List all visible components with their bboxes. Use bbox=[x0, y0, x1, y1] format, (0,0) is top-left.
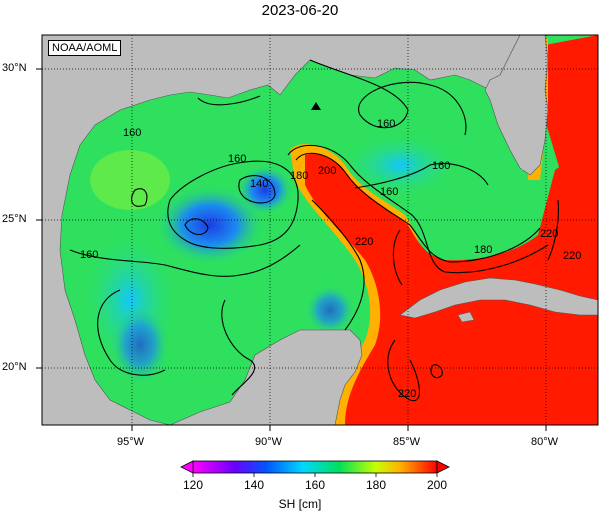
contour-160-central bbox=[167, 160, 299, 249]
key-west bbox=[520, 158, 530, 170]
colorbar-tick: 120 bbox=[183, 478, 204, 492]
blue-eddy-north bbox=[237, 165, 293, 215]
contour-220-south bbox=[387, 339, 420, 402]
map-frame bbox=[41, 34, 599, 426]
contour-160-west bbox=[69, 244, 301, 277]
blue-eddy-central bbox=[155, 185, 265, 265]
contour-160-west-south bbox=[97, 289, 166, 376]
buoy-marker-icon bbox=[311, 102, 321, 110]
lon-label: 95°W bbox=[117, 436, 145, 448]
lat-label: 25°N bbox=[2, 213, 27, 225]
contour-140-north bbox=[238, 175, 276, 204]
isle-of-youth bbox=[457, 311, 475, 323]
map-title: 2023-06-20 bbox=[261, 2, 339, 19]
loop-current-red bbox=[305, 140, 598, 425]
contour-160-north bbox=[197, 95, 261, 106]
lon-label: 85°W bbox=[393, 436, 421, 448]
yellowgreen-patch bbox=[90, 150, 170, 210]
lat-lon-grid bbox=[42, 35, 598, 425]
lon-label: 90°W bbox=[255, 436, 283, 448]
contour-160-north-east bbox=[309, 59, 467, 136]
colorbar-tick: 140 bbox=[244, 478, 265, 492]
colorbar-high-arrow bbox=[436, 460, 450, 474]
credit-label: NOAA/AOML bbox=[48, 40, 122, 56]
blue-eddy-west bbox=[110, 305, 170, 385]
contour-200-inner bbox=[295, 152, 541, 263]
contour-220-fl bbox=[547, 199, 559, 261]
contour-220-eye bbox=[430, 364, 443, 379]
contour-160-ring bbox=[131, 188, 148, 207]
colorbar-low-arrow bbox=[180, 460, 194, 474]
contour-140-eddy bbox=[184, 218, 209, 235]
contour-180-outer bbox=[287, 144, 549, 274]
mexico-yucatan bbox=[169, 329, 363, 425]
us-gulf-coast bbox=[42, 35, 521, 425]
colorbar-tick: 180 bbox=[366, 478, 387, 492]
contour-160-south bbox=[221, 299, 256, 396]
contour-160-loop bbox=[354, 162, 489, 189]
blue-eddy-south bbox=[305, 285, 355, 335]
lat-label: 30°N bbox=[2, 62, 27, 74]
colorbar-tick: 200 bbox=[427, 478, 448, 492]
lon-label: 80°W bbox=[531, 436, 559, 448]
colorbar-tick: 160 bbox=[305, 478, 326, 492]
colorbar-title: SH [cm] bbox=[278, 497, 322, 511]
lat-label: 20°N bbox=[2, 361, 27, 373]
contour-220-east bbox=[392, 229, 403, 286]
contours bbox=[69, 59, 559, 402]
cuba bbox=[399, 277, 598, 319]
colorbar bbox=[192, 460, 438, 474]
contour-200-loop-south bbox=[311, 199, 365, 331]
cyan-region-east bbox=[345, 135, 455, 195]
